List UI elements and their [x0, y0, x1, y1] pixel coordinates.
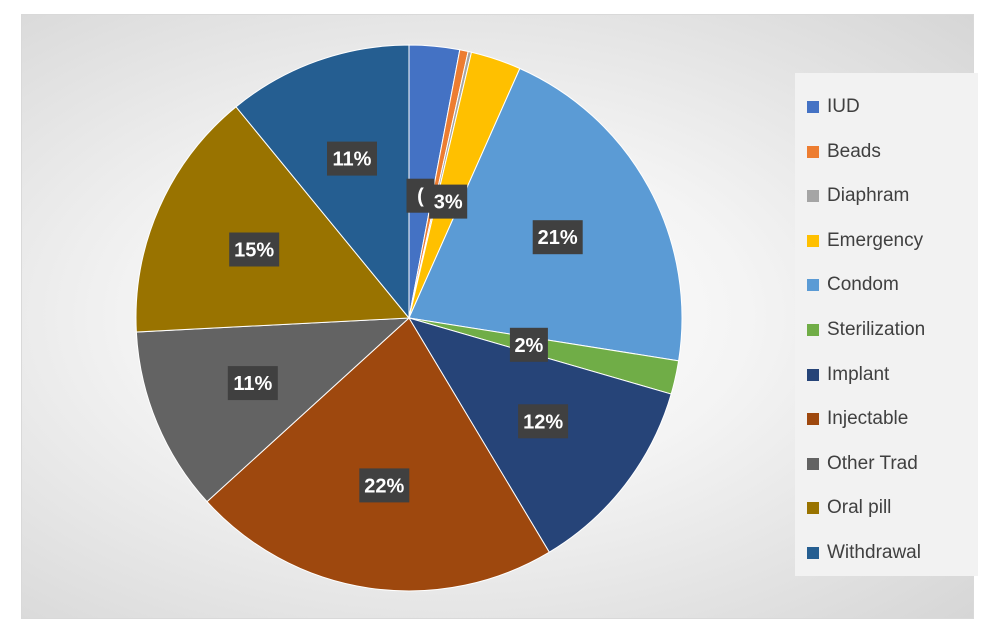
slice-withdrawal [235, 44, 410, 320]
slice-injectable [206, 317, 550, 592]
legend-item-implant: Implant [807, 364, 889, 386]
legend-swatch [807, 324, 819, 336]
data-label-box [509, 327, 548, 362]
data-label-implant: 12% [518, 404, 569, 439]
legend-swatch [807, 101, 819, 113]
legend-item-withdrawal: Withdrawal [807, 542, 921, 564]
data-label-other-trad: 11% [227, 366, 278, 401]
legend-label: IUD [827, 96, 860, 117]
data-label-text: 21% [538, 227, 578, 249]
legend-swatch [807, 502, 819, 515]
data-label-text: 11% [233, 373, 272, 395]
data-label-text: 22% [364, 475, 404, 497]
legend-label: Withdrawal [827, 542, 921, 563]
legend-item-beads: Beads [807, 141, 881, 163]
legend-item-oral-pill: Oral pill [807, 497, 891, 519]
data-label-withdrawal: 11% [327, 141, 377, 176]
slice-condom [408, 67, 683, 362]
data-label-box [518, 404, 569, 439]
data-label-condom: 21% [532, 220, 583, 255]
legend-swatch [807, 279, 819, 292]
data-label-text: 3% [434, 192, 463, 214]
data-label-text: 15% [234, 240, 274, 262]
legend-swatch [807, 234, 819, 247]
legend-label: Implant [827, 363, 890, 385]
data-label-text: 11% [333, 149, 372, 171]
legend-label: Diaphram [827, 185, 910, 207]
data-label-box [359, 468, 410, 503]
legend-item-diaphram: Diaphram [807, 185, 909, 207]
data-label-emergency: 3% [429, 184, 468, 219]
legend-label: Beads [827, 140, 881, 162]
legend-item-emergency: Emergency [807, 230, 923, 252]
data-label-text: 2% [514, 335, 543, 357]
data-label-box [532, 220, 583, 255]
chart-area: (3% 21% 2% 12% 22% 11% 15% 11% IUD Beads Diaphram… [21, 14, 978, 619]
data-label-text: 12% [523, 411, 563, 433]
data-label-oral-pill: 15% [229, 232, 280, 267]
data-label-box [229, 232, 280, 267]
legend-item-sterilization: Sterilization [807, 319, 925, 341]
legend-swatch [807, 190, 819, 203]
data-label-injectable: 22% [359, 468, 410, 503]
legend-item-other-trad: Other Trad [807, 453, 918, 475]
legend-item-iud: IUD [807, 96, 860, 118]
legend-swatch [807, 145, 819, 158]
slice-other-trad [135, 317, 411, 503]
data-label-box [227, 366, 278, 401]
pie-chart: (3% 21% 2% 12% 22% 11% 15% 11% [135, 44, 683, 592]
legend-swatch [807, 368, 819, 381]
legend-label: Sterilization [827, 319, 926, 340]
legend-label: Oral pill [827, 497, 892, 519]
slice-oral-pill [135, 106, 411, 333]
legend: IUD Beads Diaphram Emergency Condom Steriliza… [795, 73, 978, 576]
data-label-box [429, 184, 468, 219]
data-label-text: ( [417, 186, 424, 208]
data-label-box [327, 141, 377, 176]
legend-label: Emergency [827, 229, 924, 251]
pie-slices [135, 44, 683, 592]
legend-label: Injectable [827, 408, 909, 430]
legend-item-injectable: Injectable [807, 408, 908, 430]
data-labels: (3% 21% 2% 12% 22% 11% 15% 11% [227, 141, 583, 503]
legend-label: Condom [827, 274, 899, 296]
legend-swatch [807, 547, 819, 559]
legend-swatch [807, 413, 819, 426]
data-label-sterilization: 2% [509, 327, 548, 362]
legend-swatch [807, 457, 819, 470]
legend-item-condom: Condom [807, 274, 899, 296]
legend-label: Other Trad [827, 452, 918, 474]
